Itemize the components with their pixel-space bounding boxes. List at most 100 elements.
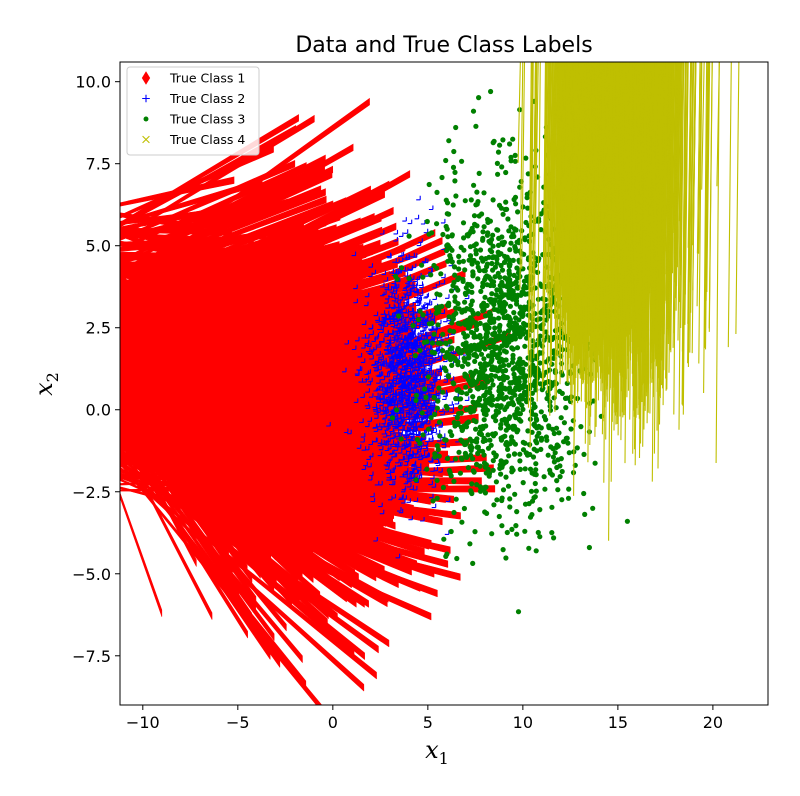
data-point: [490, 344, 496, 350]
data-point: [416, 195, 421, 201]
data-point: [438, 340, 444, 346]
data-point: [435, 446, 441, 453]
data-point: [485, 353, 492, 359]
data-point: [476, 95, 482, 101]
data-point: [501, 239, 507, 245]
data-point: [422, 386, 428, 392]
data-point: [413, 397, 419, 403]
data-point: [393, 273, 399, 279]
data-point: [559, 468, 565, 475]
data-point: [120, 467, 377, 680]
data-point: [120, 361, 354, 394]
data-point: [516, 416, 522, 423]
data-point: [453, 193, 459, 199]
data-point: [555, 487, 561, 493]
data-point: [481, 224, 487, 230]
data-point: [468, 369, 474, 375]
data-point: [503, 427, 509, 433]
data-point: [517, 466, 523, 472]
data-point: [524, 191, 530, 197]
data-point: [498, 251, 504, 257]
data-point: [520, 289, 526, 295]
data-point: [491, 279, 497, 285]
data-point: [440, 389, 446, 395]
data-point: [458, 396, 464, 402]
data-point: [447, 328, 453, 334]
data-point: [383, 461, 389, 466]
data-point: [492, 274, 498, 280]
data-point: [420, 517, 425, 522]
data-point: [500, 487, 507, 493]
data-point: [462, 290, 468, 296]
data-point: [490, 382, 496, 388]
data-point: [528, 488, 535, 494]
data-point: [426, 181, 432, 188]
data-point: [504, 439, 510, 446]
data-point: [481, 268, 487, 274]
data-point: [438, 271, 444, 277]
data-point: [470, 310, 476, 316]
data-point: [598, 413, 604, 419]
data-point: [468, 329, 475, 335]
data-point: [455, 420, 461, 426]
data-point: [504, 404, 510, 410]
data-point: [490, 467, 496, 473]
data-point: [532, 480, 538, 487]
data-point: [120, 402, 314, 561]
data-point: [551, 535, 557, 541]
data-point: [470, 560, 476, 567]
data-point: [522, 466, 528, 472]
data-point: [470, 394, 476, 400]
data-point: [512, 194, 519, 200]
data-point: [483, 423, 489, 429]
data-point: [493, 254, 499, 260]
data-point: [443, 340, 449, 346]
data-point: [444, 530, 450, 535]
data-point: [493, 292, 499, 298]
data-point: [537, 507, 543, 513]
data-point: [467, 436, 473, 442]
data-point: [490, 243, 496, 249]
data-point: [624, 518, 631, 524]
data-point: [514, 275, 521, 281]
data-point: [458, 455, 464, 461]
data-point: [581, 451, 587, 457]
data-point: [460, 276, 466, 282]
data-point: [494, 160, 500, 166]
data-point: [423, 228, 429, 234]
data-point: [453, 456, 459, 462]
data-point: [513, 523, 519, 529]
data-point: [550, 426, 556, 432]
data-point: [592, 460, 598, 466]
data-point: [406, 233, 412, 239]
data-point: [419, 262, 425, 268]
data-point: [448, 255, 454, 261]
data-point: [496, 235, 502, 241]
data-point: [440, 331, 446, 337]
data-point: [477, 247, 484, 253]
data-point: [502, 275, 508, 281]
data-point: [444, 405, 450, 411]
data-point: [443, 368, 449, 374]
data-point: [504, 292, 510, 298]
data-point: [514, 265, 520, 271]
data-point: [460, 220, 467, 226]
data-point: [536, 423, 542, 429]
data-point: [443, 157, 449, 164]
data-point: [549, 530, 555, 536]
data-point: [523, 219, 529, 226]
data-point: [486, 238, 492, 244]
data-point: [490, 414, 496, 420]
data-point: [491, 502, 497, 508]
data-point: [480, 229, 486, 235]
data-point: [461, 330, 467, 336]
data-point: [515, 609, 522, 615]
data-point: [120, 160, 296, 241]
data-point: [396, 338, 401, 343]
data-point: [449, 232, 455, 238]
data-point: [444, 455, 451, 462]
data-point: [419, 410, 425, 416]
data-point: [522, 235, 528, 241]
data-point: [530, 454, 537, 460]
data-point: [462, 299, 468, 305]
